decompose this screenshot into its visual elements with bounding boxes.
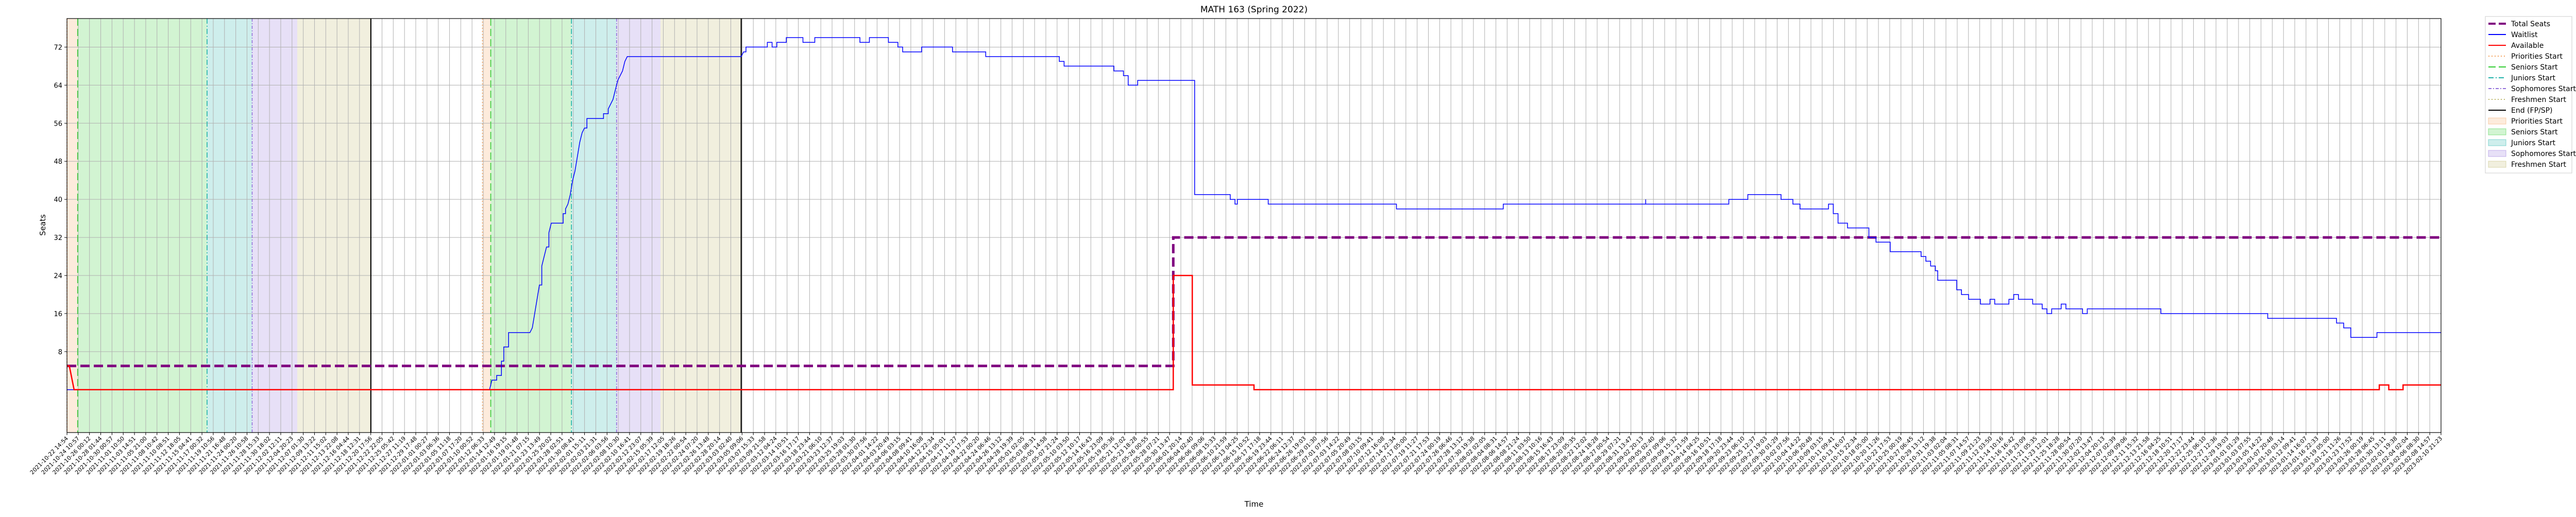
legend-frame — [2485, 16, 2572, 174]
legend-swatch — [2488, 161, 2506, 168]
shaded-region-0 — [67, 19, 78, 433]
x-axis-label: Time — [1244, 499, 1264, 509]
shaded-region-8 — [616, 19, 660, 433]
shaded-region-9 — [660, 19, 741, 433]
y-tick-label: 64 — [54, 82, 62, 90]
legend-label: Seniors Start — [2511, 63, 2558, 72]
y-tick-label: 72 — [54, 44, 62, 51]
shaded-regions — [67, 19, 741, 433]
y-axis-label: Seats — [38, 214, 47, 236]
y-tick-label: 8 — [58, 349, 62, 356]
shaded-region-6 — [490, 19, 572, 433]
legend-swatch — [2488, 150, 2506, 157]
legend: Total Seats Waitlist Available Priorities S… — [2485, 16, 2576, 174]
plot-frame — [66, 18, 2442, 433]
shaded-region-5 — [482, 19, 491, 433]
legend-label: Priorities Start — [2511, 117, 2563, 126]
waitlist-line — [67, 37, 2441, 390]
available-line — [67, 274, 2441, 391]
shaded-region-4 — [297, 19, 371, 433]
legend-label: Available — [2511, 42, 2544, 50]
legend-swatch — [2488, 139, 2506, 146]
legend-label: Freshmen Start — [2511, 161, 2567, 169]
legend-swatch — [2488, 128, 2506, 135]
shaded-region-1 — [77, 19, 207, 433]
legend-label: Sophomores Start — [2511, 150, 2576, 158]
legend-label: Freshmen Start — [2511, 96, 2567, 104]
legend-swatch — [2488, 117, 2506, 125]
legend-label: Waitlist — [2511, 31, 2538, 39]
legend-label: Total Seats — [2511, 20, 2550, 28]
legend-label: Juniors Start — [2511, 139, 2556, 147]
shaded-region-2 — [207, 19, 252, 433]
total-seats-line — [67, 236, 2441, 368]
y-tick-label: 40 — [54, 196, 62, 204]
shaded-region-3 — [252, 19, 297, 433]
grid — [66, 19, 2442, 433]
shaded-region-7 — [571, 19, 617, 433]
legend-label: Sophomores Start — [2511, 85, 2576, 93]
series — [67, 37, 2441, 391]
legend-label: Seniors Start — [2511, 128, 2558, 136]
y-tick-label: 16 — [54, 311, 62, 318]
legend-label: Juniors Start — [2511, 74, 2556, 82]
y-tick-label: 24 — [54, 272, 62, 280]
y-tick-label: 32 — [54, 234, 62, 242]
legend-label: End (FP/SP) — [2511, 107, 2553, 115]
vertical-markers — [66, 19, 742, 433]
chart-title: MATH 163 (Spring 2022) — [1200, 5, 1308, 15]
legend-label: Priorities Start — [2511, 53, 2563, 61]
y-tick-label: 56 — [54, 120, 62, 128]
y-tick-label: 48 — [54, 158, 62, 166]
